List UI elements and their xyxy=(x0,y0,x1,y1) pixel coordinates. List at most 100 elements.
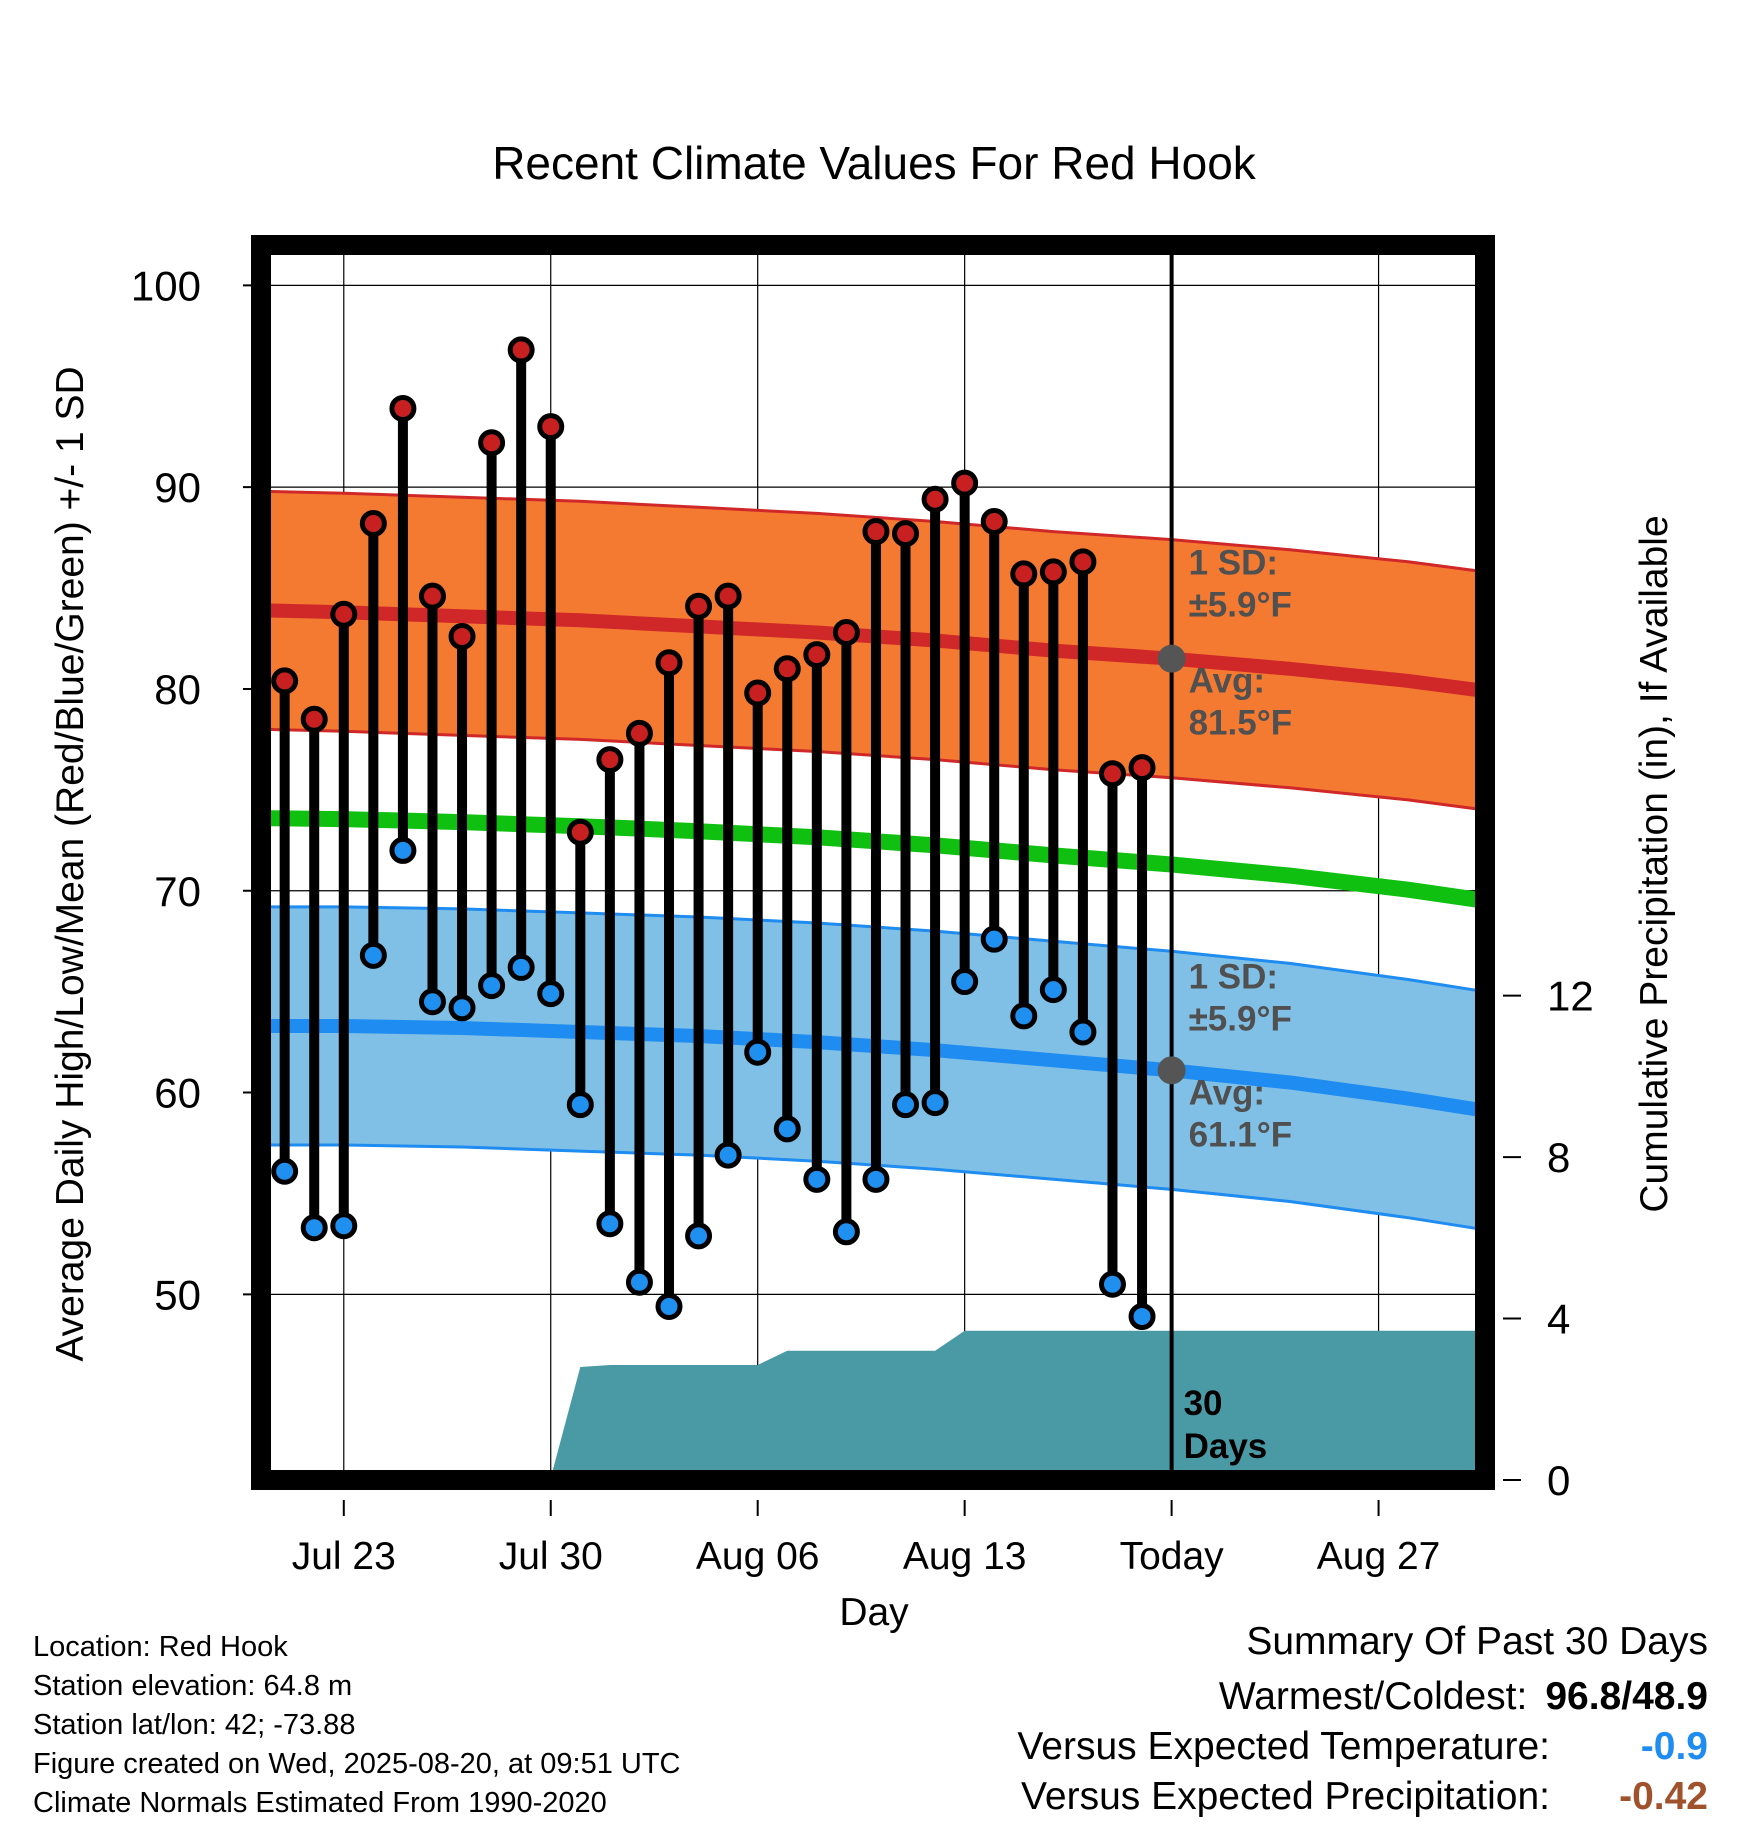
daily-high-point xyxy=(773,655,801,683)
daily-low-point xyxy=(271,1157,299,1185)
daily-high-point xyxy=(330,600,358,628)
y-tick-label: 90 xyxy=(154,464,201,511)
daily-high-point xyxy=(1128,754,1156,782)
temp-vs-expected-value: -0.9 xyxy=(1640,1725,1708,1768)
daily-high-point xyxy=(1069,548,1097,576)
daily-low-point xyxy=(596,1210,624,1238)
daily-low-point xyxy=(1069,1018,1097,1046)
daily-high-point xyxy=(892,520,920,548)
days-count-unit: Days xyxy=(1184,1427,1268,1466)
x-tick-label: Jul 30 xyxy=(499,1535,603,1578)
high-sd-value: ±5.9°F xyxy=(1189,586,1292,625)
low-sd-value: ±5.9°F xyxy=(1189,999,1292,1038)
latlon-text: Station lat/lon: 42; -73.88 xyxy=(33,1709,356,1741)
daily-low-point xyxy=(478,972,506,1000)
daily-high-point xyxy=(832,618,860,646)
daily-low-point xyxy=(862,1165,890,1193)
y-axis-label: Average Daily High/Low/Mean (Red/Blue/Gr… xyxy=(49,366,92,1361)
y2-tick-label: 12 xyxy=(1547,973,1594,1020)
today-low-average-marker xyxy=(1157,1056,1186,1085)
daily-low-point xyxy=(300,1214,328,1242)
daily-low-point xyxy=(892,1091,920,1119)
y-tick-label: 60 xyxy=(154,1070,201,1117)
daily-high-point xyxy=(803,641,831,669)
high-avg-value: 81.5°F xyxy=(1189,704,1293,743)
daily-low-point xyxy=(1098,1270,1126,1298)
summary-panel: Summary Of Past 30 Days Warmest/Coldest:… xyxy=(1017,1620,1708,1822)
station-info: Location: Red Hook Station elevation: 64… xyxy=(33,1628,681,1823)
daily-high-point xyxy=(980,507,1008,535)
daily-high-point xyxy=(596,746,624,774)
precip-vs-expected-label: Versus Expected Precipitation: xyxy=(1021,1775,1550,1818)
x-tick-label: Aug 27 xyxy=(1317,1535,1441,1578)
precip-vs-expected-value: -0.42 xyxy=(1619,1775,1708,1818)
x-tick-label: Aug 13 xyxy=(903,1535,1027,1578)
y-tick-label: 100 xyxy=(131,262,201,309)
daily-low-point xyxy=(1128,1303,1156,1331)
warm-cold-label: Warmest/Coldest: xyxy=(1218,1675,1528,1718)
daily-high-point xyxy=(478,429,506,457)
elevation-text: Station elevation: 64.8 m xyxy=(33,1670,353,1702)
daily-low-point xyxy=(655,1292,683,1320)
x-tick-label: Aug 06 xyxy=(696,1535,820,1578)
daily-high-point xyxy=(359,509,387,537)
summary-precip: Versus Expected Precipitation: -0.42 xyxy=(1017,1772,1708,1822)
summary-warm-cold: Warmest/Coldest: 96.8/48.9 xyxy=(1017,1672,1708,1722)
daily-low-point xyxy=(980,925,1008,953)
daily-high-point xyxy=(625,719,653,747)
y-tick-label: 80 xyxy=(154,666,201,713)
daily-low-point xyxy=(832,1218,860,1246)
daily-high-point xyxy=(418,582,446,610)
y2-axis-label: Cumulative Precipitation (in), If Availa… xyxy=(1633,515,1676,1212)
daily-low-point xyxy=(921,1089,949,1117)
daily-high-point xyxy=(655,649,683,677)
daily-low-point xyxy=(803,1165,831,1193)
daily-high-point xyxy=(744,679,772,707)
daily-high-point xyxy=(448,622,476,650)
daily-high-point xyxy=(1039,558,1067,586)
today-high-average-marker xyxy=(1157,644,1186,673)
summary-temp: Versus Expected Temperature: -0.9 xyxy=(1017,1722,1708,1772)
daily-low-point xyxy=(507,953,535,981)
chart-title: Recent Climate Values For Red Hook xyxy=(492,137,1257,189)
daily-low-point xyxy=(625,1268,653,1296)
daily-low-point xyxy=(685,1222,713,1250)
daily-high-point xyxy=(389,394,417,422)
daily-high-point xyxy=(921,485,949,513)
daily-low-point xyxy=(951,968,979,996)
daily-high-point xyxy=(951,469,979,497)
x-tick-label: Today xyxy=(1120,1535,1225,1578)
daily-low-point xyxy=(566,1091,594,1119)
daily-low-point xyxy=(1039,976,1067,1004)
created-text: Figure created on Wed, 2025-08-20, at 09… xyxy=(33,1748,681,1780)
daily-low-point xyxy=(448,994,476,1022)
daily-low-point xyxy=(330,1212,358,1240)
normals-text: Climate Normals Estimated From 1990-2020 xyxy=(33,1787,607,1819)
low-avg-value: 61.1°F xyxy=(1189,1115,1293,1154)
daily-high-point xyxy=(537,413,565,441)
x-axis-label: Day xyxy=(839,1591,909,1634)
low-avg-label: Avg: xyxy=(1189,1073,1265,1112)
daily-high-point xyxy=(714,582,742,610)
location-text: Location: Red Hook xyxy=(33,1631,288,1663)
daily-low-point xyxy=(744,1038,772,1066)
high-band-upper-edge xyxy=(260,489,1486,574)
daily-high-point xyxy=(1098,760,1126,788)
daily-high-point xyxy=(507,336,535,364)
daily-high-point xyxy=(271,667,299,695)
y-tick-label: 50 xyxy=(154,1271,201,1318)
daily-low-point xyxy=(418,988,446,1016)
daily-high-point xyxy=(862,518,890,546)
daily-low-point xyxy=(773,1115,801,1143)
high-avg-label: Avg: xyxy=(1189,662,1265,701)
precipitation-area xyxy=(261,1330,1485,1480)
y2-tick-label: 0 xyxy=(1547,1457,1570,1504)
y-tick-label: 70 xyxy=(154,868,201,915)
temp-vs-expected-label: Versus Expected Temperature: xyxy=(1017,1725,1550,1768)
x-tick-label: Jul 23 xyxy=(292,1535,396,1578)
warm-cold-value: 96.8/48.9 xyxy=(1545,1675,1708,1718)
daily-low-point xyxy=(389,836,417,864)
plot-frame xyxy=(251,235,1495,1490)
daily-high-point xyxy=(300,705,328,733)
